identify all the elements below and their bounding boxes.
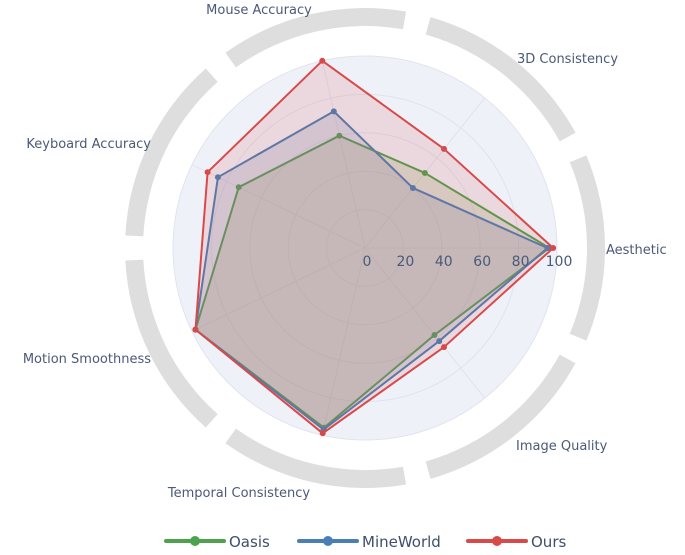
data-point-ours [192,326,199,333]
data-point-ours [441,344,448,351]
radial-tick-label: 100 [546,254,573,270]
legend-swatch-marker [323,536,333,546]
ring-segment [569,155,606,341]
ring-segment [425,354,576,479]
radial-tick-label: 80 [512,254,530,270]
ring-segment [225,428,407,489]
ring-segment [225,7,407,68]
grid-spoke [364,247,486,399]
data-point-mineworld [436,338,443,345]
radial-tick-label: 40 [435,254,453,270]
legend-swatch-marker [190,536,200,546]
data-point-oasis [421,169,428,176]
data-point-ours [319,430,326,437]
ring-segment [125,259,218,428]
axis-label: 3D Consistency [517,52,618,67]
data-point-oasis [336,132,343,139]
data-point-ours [550,245,557,251]
axis-label: Keyboard Accuracy [26,137,151,152]
outer-ring [125,7,606,489]
radial-tick-labels: 0 20 40 60 80 100 [363,254,573,270]
grid-spoke [191,164,366,249]
data-point-mineworld [409,184,416,191]
legend-label: Oasis [229,533,270,551]
polar-grid [172,55,558,441]
grid-spoke [321,247,366,436]
grid-spoke [321,60,366,249]
data-point-mineworld [214,174,221,181]
data-point-ours [441,145,448,152]
axis-label: Mouse Accuracy [206,3,312,18]
axis-label: Aesthetic [606,243,667,258]
axis-labels: Aesthetic 3D Consistency Mouse Accuracy Key… [23,3,667,501]
data-point-oasis [431,332,438,339]
data-point-mineworld [330,108,337,115]
data-point-oasis [235,184,242,191]
axis-label: Image Quality [516,439,608,454]
legend-swatch-marker [492,536,502,546]
legend-label: MineWorld [362,533,441,551]
series-area-mineworld [194,110,549,431]
axis-label: Temporal Consistency [167,486,311,501]
grid-spoke [191,247,366,332]
series-layer [192,57,557,437]
data-point-ours [204,169,211,176]
radial-tick-label: 0 [363,254,372,270]
radial-tick-label: 60 [473,254,491,270]
ring-segment [125,68,218,237]
legend: Oasis MineWorld Ours [164,533,566,551]
radial-tick-label: 20 [396,254,414,270]
legend-label: Ours [531,533,566,551]
data-point-mineworld [544,245,551,251]
axis-label: Motion Smoothness [23,352,151,367]
series-area-ours [194,59,555,435]
data-point-ours [319,57,326,64]
ring-segment [425,17,576,142]
